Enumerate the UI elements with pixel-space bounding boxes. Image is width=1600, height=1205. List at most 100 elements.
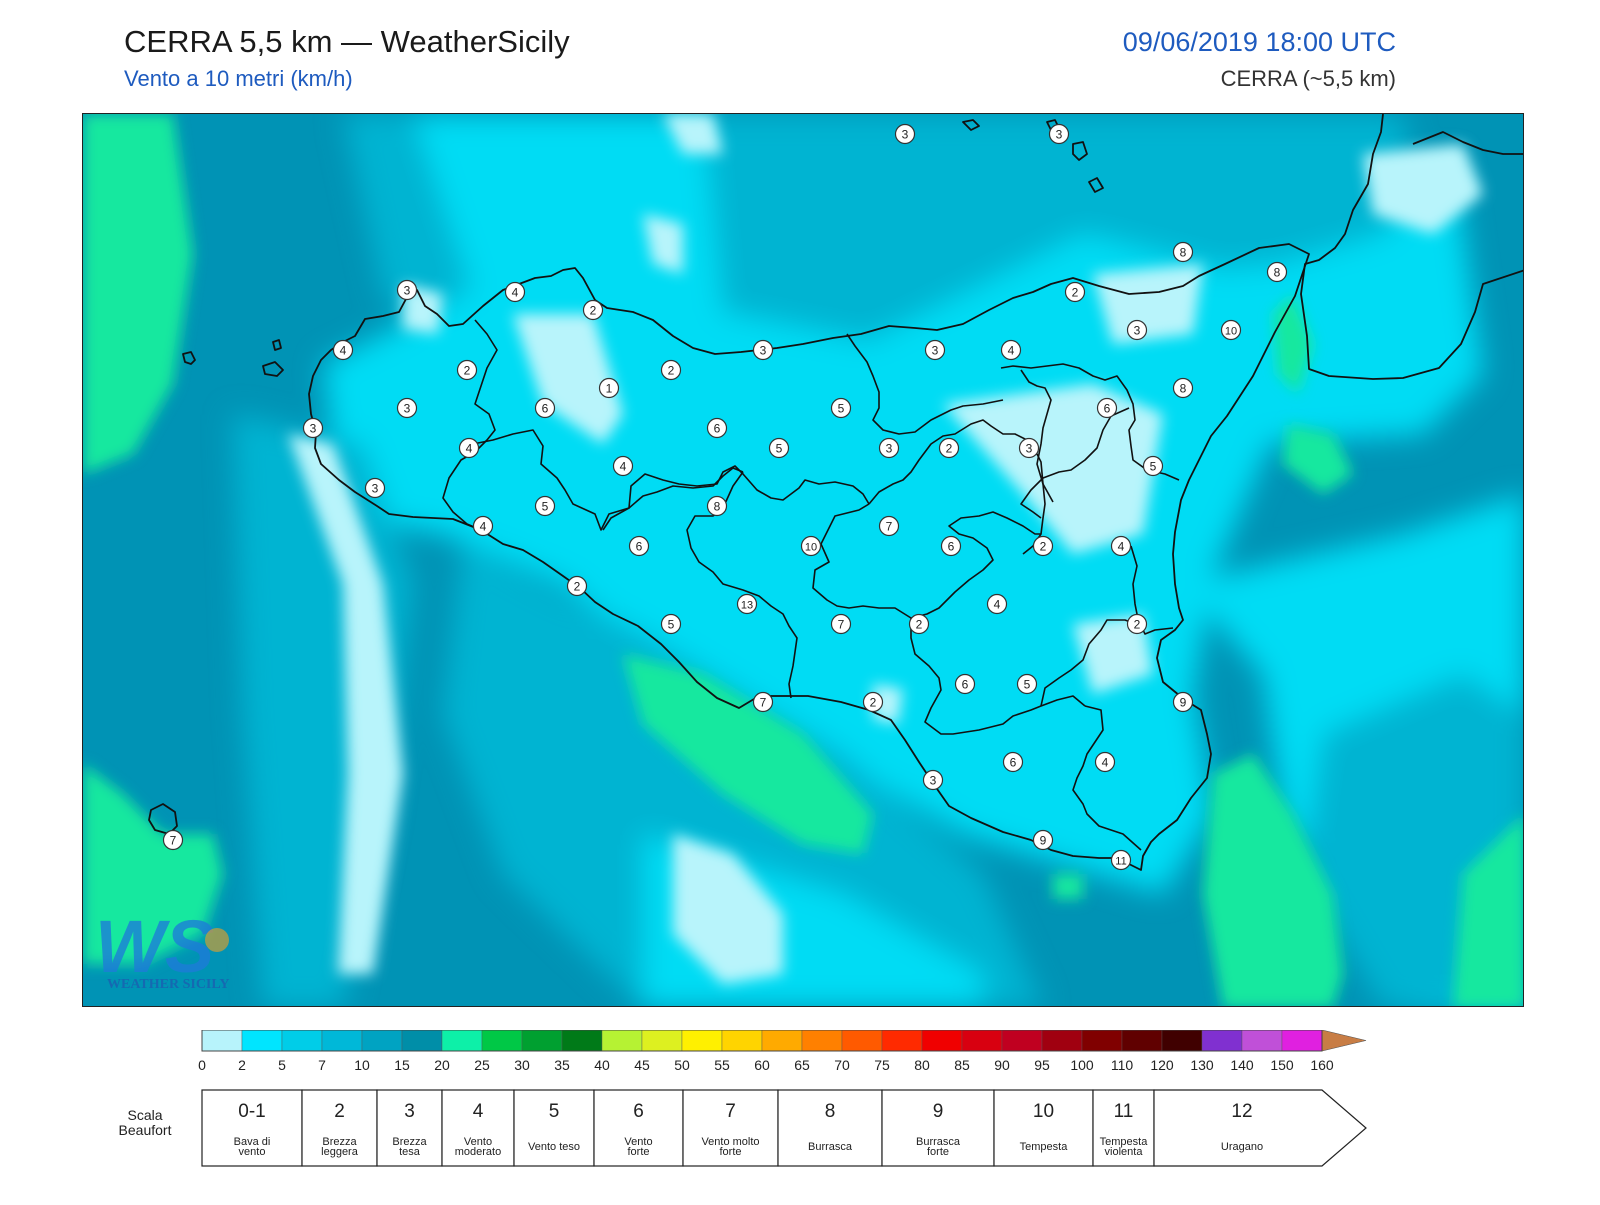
station-circle bbox=[458, 437, 480, 459]
map-title: CERRA 5,5 km — WeatherSicily bbox=[124, 24, 570, 59]
station-circle bbox=[612, 455, 634, 477]
station-marker: 2 bbox=[862, 691, 884, 713]
beaufort-number: 2 bbox=[334, 1101, 345, 1122]
station-value: 3 bbox=[932, 344, 939, 358]
station-value: 5 bbox=[838, 402, 845, 416]
station-circle bbox=[1002, 751, 1024, 773]
station-value: 6 bbox=[1104, 402, 1111, 416]
beaufort-description: forte bbox=[627, 1146, 649, 1158]
station-circle bbox=[1110, 535, 1132, 557]
station-value: 5 bbox=[668, 618, 675, 632]
calabria-coast bbox=[1300, 114, 1523, 380]
beaufort-cell-box bbox=[301, 1089, 378, 1167]
station-circle bbox=[534, 397, 556, 419]
station-marker: 2 bbox=[566, 575, 588, 597]
station-circle bbox=[736, 593, 758, 615]
beaufort-description: Bava di bbox=[234, 1136, 271, 1148]
colorbar-tick-label: 80 bbox=[914, 1057, 930, 1073]
station-value: 13 bbox=[741, 600, 753, 612]
beaufort-description: Vento molto bbox=[701, 1136, 759, 1148]
colorbar-swatch bbox=[921, 1029, 963, 1052]
wind-colorbar bbox=[201, 1029, 1367, 1052]
station-value: 2 bbox=[1134, 618, 1141, 632]
beaufort-number: 5 bbox=[549, 1101, 560, 1122]
station-value: 2 bbox=[668, 364, 675, 378]
station-marker: 7 bbox=[162, 829, 184, 851]
colorbar-tick-label: 35 bbox=[554, 1057, 570, 1073]
station-value: 10 bbox=[1225, 326, 1237, 338]
station-value: 3 bbox=[886, 442, 893, 456]
colorbar-tick-label: 160 bbox=[1310, 1057, 1334, 1073]
colorbar-tick-label: 85 bbox=[954, 1057, 970, 1073]
station-marker: 6 bbox=[1096, 397, 1118, 419]
legend: 0 2 5 7 10 15 20 25 30 35 40 45 50 55 60 65 70 75 80 85 90 95… bbox=[0, 1029, 1600, 1200]
station-value: 4 bbox=[340, 344, 347, 358]
station-marker: 2 bbox=[456, 359, 478, 381]
station-value: 6 bbox=[542, 402, 549, 416]
station-value: 4 bbox=[1008, 344, 1015, 358]
station-value: 11 bbox=[1115, 856, 1126, 868]
station-value: 4 bbox=[994, 598, 1001, 612]
station-marker: 7 bbox=[830, 613, 852, 635]
station-marker: 9 bbox=[1172, 691, 1194, 713]
station-marker: 4 bbox=[986, 593, 1008, 615]
colorbar-swatch bbox=[761, 1029, 803, 1052]
colorbar-tick-label: 0 bbox=[198, 1057, 206, 1073]
island-ustica bbox=[182, 351, 196, 365]
station-value: 8 bbox=[1180, 382, 1187, 396]
colorbar-swatch bbox=[801, 1029, 843, 1052]
beaufort-label-line1: Scala bbox=[127, 1107, 162, 1123]
beaufort-cell-box bbox=[881, 1089, 995, 1167]
station-circle bbox=[566, 575, 588, 597]
station-marker: 8 bbox=[1172, 241, 1194, 263]
beaufort-cell-box bbox=[777, 1089, 883, 1167]
colorbar-swatch bbox=[441, 1029, 483, 1052]
station-marker: 5 bbox=[830, 397, 852, 419]
colorbar-tick-label: 2 bbox=[238, 1057, 246, 1073]
beaufort-cell-box bbox=[201, 1089, 303, 1167]
beaufort-description: Brezza bbox=[322, 1136, 357, 1148]
station-circle bbox=[1110, 849, 1132, 871]
colorbar-swatch bbox=[1201, 1029, 1243, 1052]
station-value: 8 bbox=[1180, 246, 1187, 260]
beaufort-description: violenta bbox=[1105, 1146, 1144, 1158]
station-circle bbox=[504, 281, 526, 303]
station-marker: 11 bbox=[1110, 849, 1132, 871]
colorbar-swatch bbox=[361, 1029, 403, 1052]
station-marker: 4 bbox=[1110, 535, 1132, 557]
colorbar-tick-label: 5 bbox=[278, 1057, 286, 1073]
colorbar-swatch bbox=[321, 1029, 363, 1052]
beaufort-number: 3 bbox=[404, 1101, 415, 1122]
station-circle bbox=[922, 769, 944, 791]
station-value: 3 bbox=[1056, 128, 1063, 142]
beaufort-cell: 8 Burrasca bbox=[777, 1089, 883, 1167]
station-circle bbox=[706, 417, 728, 439]
beaufort-description: Tempesta bbox=[1020, 1141, 1069, 1153]
station-marker: 5 bbox=[1016, 673, 1038, 695]
station-circle bbox=[1126, 613, 1148, 635]
station-marker: 5 bbox=[768, 437, 790, 459]
station-value: 5 bbox=[1150, 460, 1157, 474]
island-eolie-3 bbox=[1088, 177, 1104, 193]
station-marker: 5 bbox=[1142, 455, 1164, 477]
beaufort-description: vento bbox=[239, 1146, 266, 1158]
station-value: 2 bbox=[590, 304, 597, 318]
colorbar-swatch bbox=[481, 1029, 523, 1052]
station-value: 6 bbox=[962, 678, 969, 692]
beaufort-cell-box bbox=[993, 1089, 1094, 1167]
station-marker: 4 bbox=[472, 515, 494, 537]
colorbar-swatch bbox=[1161, 1029, 1203, 1052]
station-marker: 4 bbox=[1094, 751, 1116, 773]
station-circle bbox=[954, 673, 976, 695]
station-marker: 6 bbox=[1002, 751, 1024, 773]
station-marker: 4 bbox=[612, 455, 634, 477]
station-value: 3 bbox=[372, 482, 379, 496]
island-eolie-2 bbox=[1072, 141, 1088, 161]
station-circle bbox=[752, 691, 774, 713]
station-value: 7 bbox=[170, 834, 177, 848]
beaufort-description: moderato bbox=[455, 1146, 501, 1158]
station-circle bbox=[162, 829, 184, 851]
colorbar-swatch bbox=[281, 1029, 323, 1052]
